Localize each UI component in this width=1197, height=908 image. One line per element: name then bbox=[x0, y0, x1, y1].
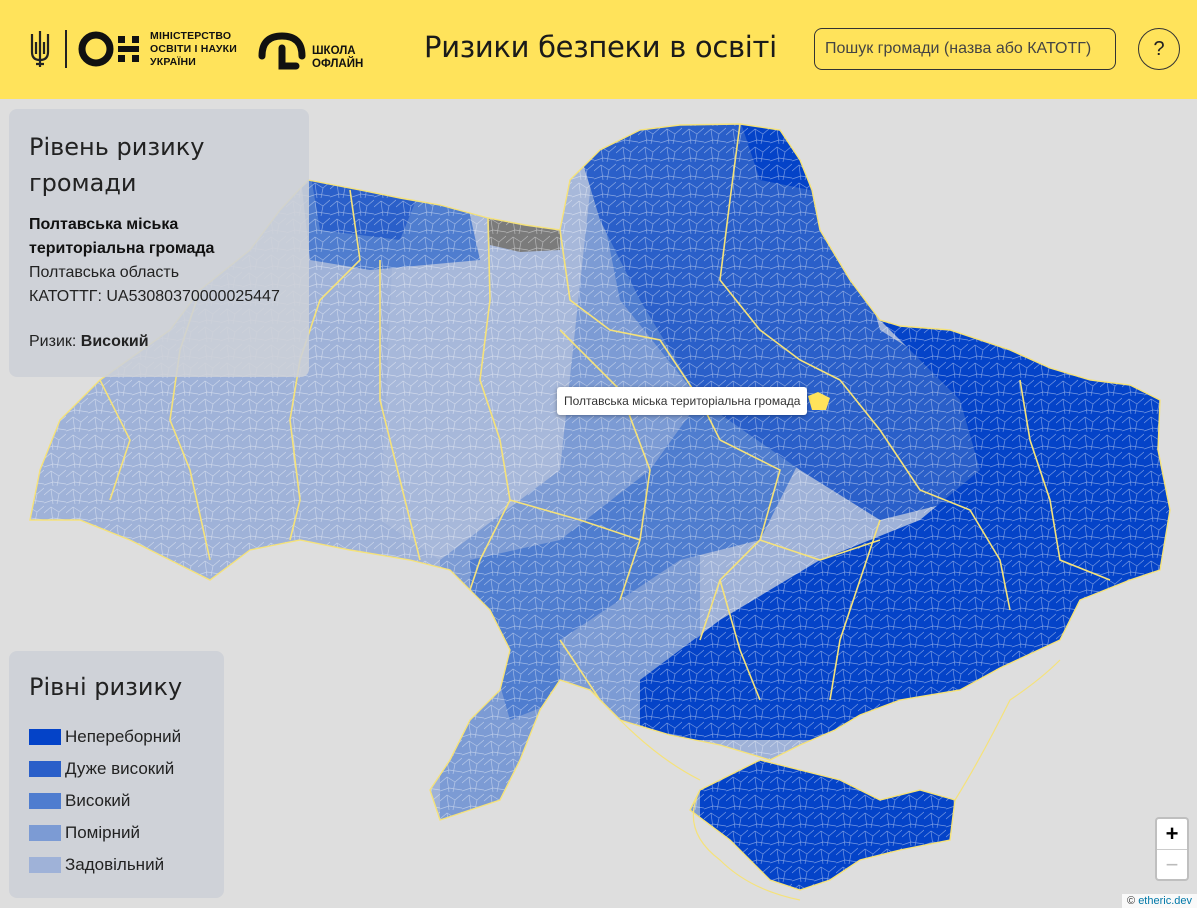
community-risk: Ризик: Високий bbox=[29, 333, 289, 351]
community-info-panel: Рівень ризику громади Полтавська міська … bbox=[9, 109, 309, 377]
legend-swatch bbox=[29, 825, 61, 841]
legend-label: Дуже високий bbox=[65, 759, 175, 778]
risk-label: Ризик: bbox=[29, 333, 77, 350]
legend-item: Високий bbox=[29, 785, 204, 817]
map-attribution: © etheric.dev bbox=[1122, 894, 1197, 908]
legend-item: Помірний bbox=[29, 817, 204, 849]
ukraine-trident-icon bbox=[30, 31, 50, 67]
risk-value: Високий bbox=[80, 333, 149, 350]
ministry-logo bbox=[78, 31, 139, 67]
map-tooltip: Полтавська міська територіальна громада bbox=[557, 387, 808, 415]
header: МІНІСТЕРСТВО ОСВІТИ І НАУКИ УКРАЇНИ ШКОЛ… bbox=[0, 0, 1197, 99]
legend-item: Задовільний bbox=[29, 849, 204, 881]
community-name: Полтавська міська територіальна громада bbox=[29, 216, 215, 257]
legend-swatch bbox=[29, 761, 61, 777]
legend-title: Рівні ризику bbox=[29, 673, 183, 701]
zoom-in-button[interactable]: + bbox=[1165, 821, 1179, 846]
ukraine-risk-map[interactable] bbox=[0, 99, 1197, 908]
zoom-control: + − bbox=[1155, 817, 1189, 881]
risk-legend: Рівні ризику Непереборний Дуже високий В… bbox=[9, 651, 224, 898]
legend-swatch bbox=[29, 857, 61, 873]
legend-label: Помірний bbox=[65, 823, 140, 842]
highlighted-community[interactable] bbox=[808, 392, 830, 410]
school-offline-name: ШКОЛА ОФЛАЙН bbox=[312, 45, 364, 70]
legend-item: Непереборний bbox=[29, 721, 204, 753]
info-panel-title: Рівень ризику громади bbox=[29, 133, 205, 197]
school-offline-logo bbox=[258, 32, 306, 70]
community-katottg: КАТОТТГ: UA53080370000025447 bbox=[29, 288, 280, 305]
legend-item: Дуже високий bbox=[29, 753, 204, 785]
attribution-link[interactable]: etheric.dev bbox=[1138, 895, 1192, 907]
page-title: Ризики безпеки в освіті bbox=[424, 30, 777, 64]
legend-swatch bbox=[29, 793, 61, 809]
legend-label: Непереборний bbox=[65, 727, 182, 746]
help-button[interactable]: ? bbox=[1138, 28, 1180, 70]
legend-label: Задовільний bbox=[65, 855, 165, 874]
community-oblast: Полтавська область bbox=[29, 264, 180, 281]
legend-swatch bbox=[29, 729, 61, 745]
search-input[interactable] bbox=[814, 28, 1116, 70]
logo-separator bbox=[65, 30, 67, 68]
legend-label: Високий bbox=[65, 791, 131, 810]
ministry-name: МІНІСТЕРСТВО ОСВІТИ І НАУКИ УКРАЇНИ bbox=[150, 30, 238, 68]
zoom-out-button[interactable]: − bbox=[1157, 849, 1187, 879]
